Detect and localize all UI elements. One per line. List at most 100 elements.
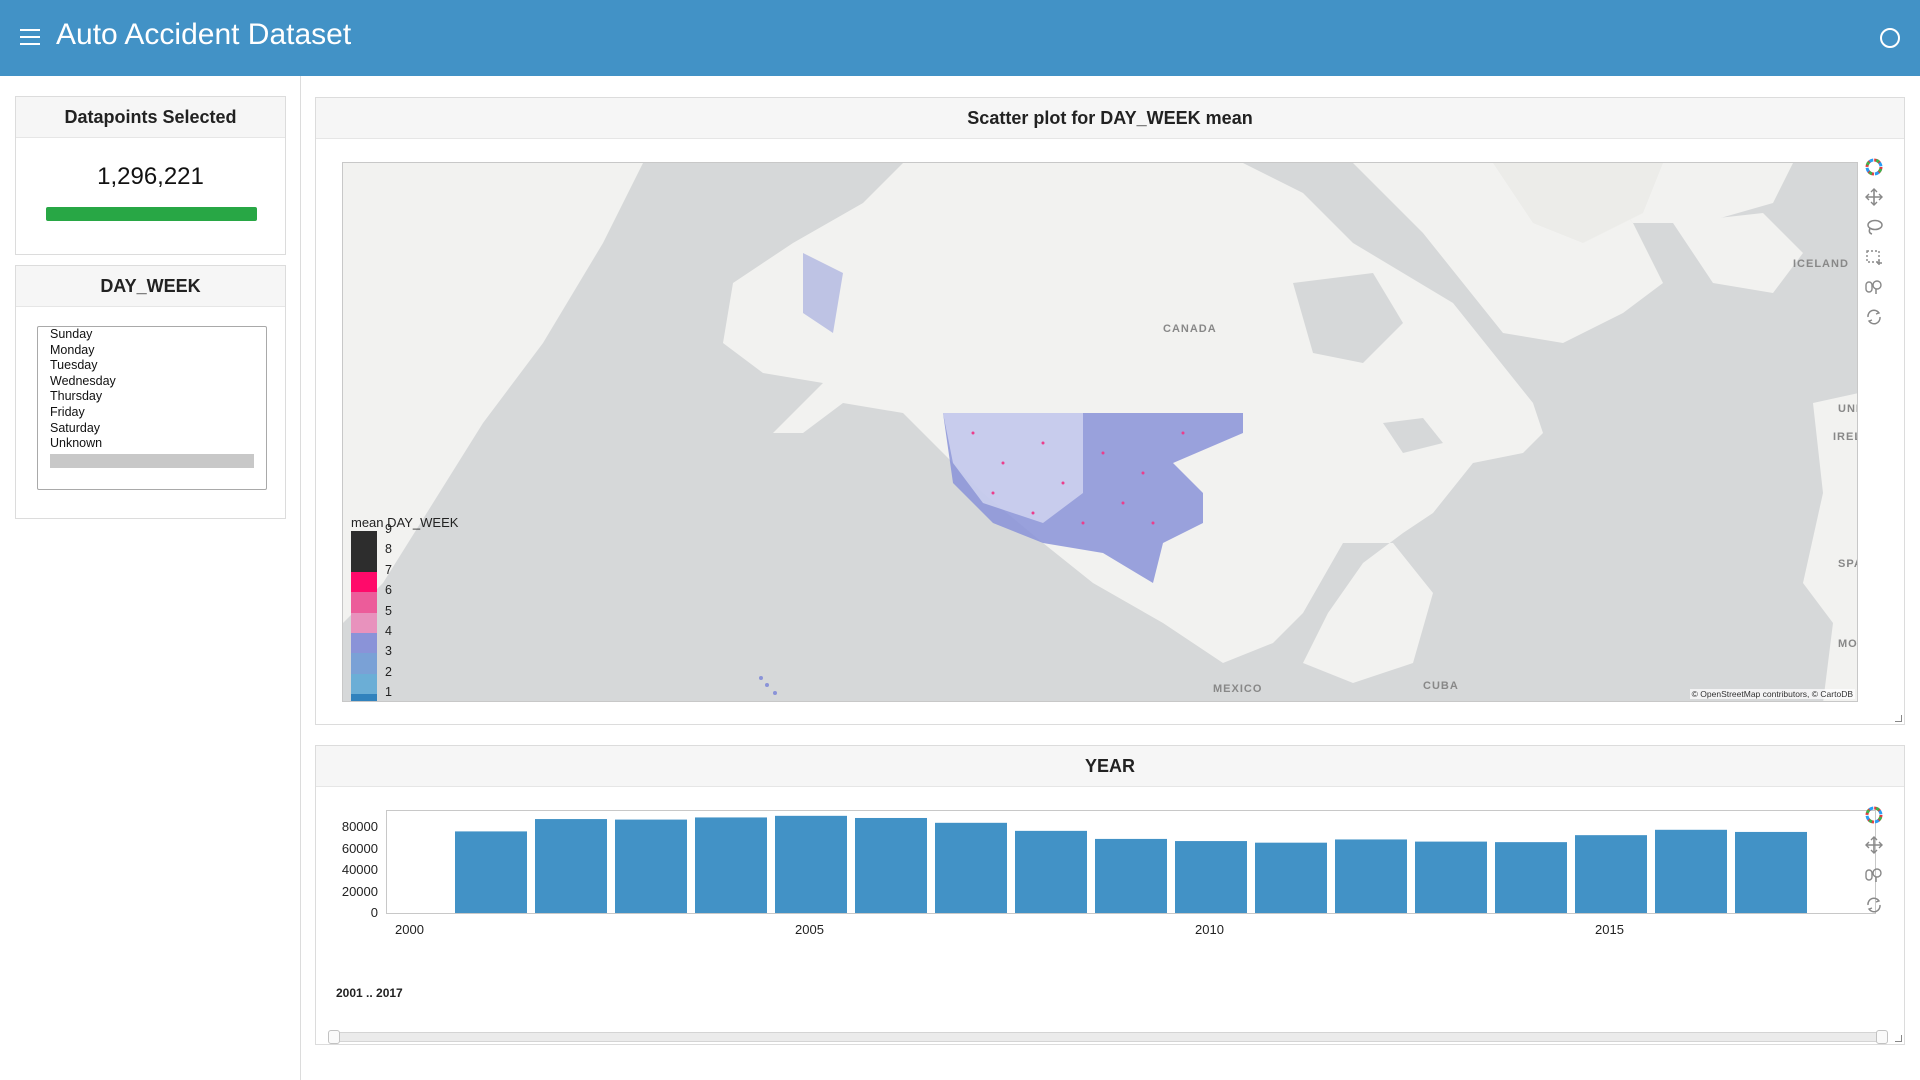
day-option-thursday[interactable]: Thursday bbox=[50, 389, 103, 404]
scatter-toolbar bbox=[1860, 152, 1888, 332]
day-week-multiselect[interactable]: Sunday Monday Tuesday Wednesday Thursday Frid… bbox=[37, 326, 267, 490]
hamburger-menu-icon[interactable] bbox=[20, 29, 40, 45]
bar-2013[interactable] bbox=[1415, 841, 1487, 913]
day-option-sunday[interactable]: Sunday bbox=[50, 327, 93, 341]
year-panel-title: YEAR bbox=[316, 746, 1904, 787]
map-place-label: UNITED KINGDOM bbox=[1838, 403, 1858, 415]
legend-swatch bbox=[351, 694, 377, 701]
day-week-card: DAY_WEEK Sunday Monday Tuesday Wednesday Thu… bbox=[15, 265, 286, 519]
x-tick-label: 2015 bbox=[1595, 922, 1624, 937]
map-place-label: IRELAND bbox=[1833, 431, 1857, 443]
year-toolbar bbox=[1860, 800, 1888, 920]
x-tick-label: 2010 bbox=[1195, 922, 1224, 937]
bar-2009[interactable] bbox=[1095, 838, 1167, 913]
color-legend: mean DAY_WEEK 9 8 7 6 5 4 3 2 1 bbox=[351, 515, 458, 701]
legend-swatch bbox=[351, 653, 377, 674]
datapoints-count: 1,296,221 bbox=[97, 163, 204, 190]
app-header: Auto Accident Dataset bbox=[0, 0, 1920, 76]
y-tick-label: 0 bbox=[370, 905, 378, 920]
bar-2010[interactable] bbox=[1175, 841, 1247, 913]
lasso-select-icon[interactable] bbox=[1860, 212, 1888, 242]
bar-2004[interactable] bbox=[695, 817, 767, 913]
x-tick-label: 2005 bbox=[795, 922, 824, 937]
y-tick-label: 20000 bbox=[341, 883, 378, 899]
year-bar-chart bbox=[455, 815, 1807, 913]
scatter-plot-title: Scatter plot for DAY_WEEK mean bbox=[316, 98, 1904, 139]
legend-swatch bbox=[351, 531, 377, 552]
day-option-unknown[interactable]: Unknown bbox=[50, 436, 103, 451]
legend-label: 3 bbox=[385, 644, 392, 659]
datapoints-selected-card: Datapoints Selected 1,296,221 bbox=[15, 96, 286, 255]
datapoints-selected-title: Datapoints Selected bbox=[16, 97, 285, 138]
day-week-title: DAY_WEEK bbox=[16, 266, 285, 307]
panel-resize-handle[interactable] bbox=[1895, 715, 1902, 722]
map-basemap bbox=[343, 163, 1857, 701]
wheel-zoom-icon[interactable] bbox=[1860, 272, 1888, 302]
legend-label: 8 bbox=[385, 542, 392, 557]
legend-label: 2 bbox=[385, 664, 392, 679]
y-tick-label: 40000 bbox=[341, 862, 378, 878]
legend-swatch bbox=[351, 633, 377, 654]
day-option-wednesday[interactable]: Wednesday bbox=[50, 373, 116, 388]
box-select-icon[interactable] bbox=[1860, 242, 1888, 272]
y-tick-label: 60000 bbox=[341, 840, 378, 856]
color-wheel-icon[interactable] bbox=[1860, 152, 1888, 182]
year-range-start-handle[interactable] bbox=[328, 1030, 340, 1044]
scatter-map-plot[interactable]: mean DAY_WEEK 9 8 7 6 5 4 3 2 1 © OpenStreetMap … bbox=[342, 162, 1858, 702]
day-option-saturday[interactable]: Saturday bbox=[50, 420, 101, 435]
panel-resize-handle[interactable] bbox=[1895, 1035, 1902, 1042]
legend-swatch bbox=[351, 571, 377, 593]
reset-icon[interactable] bbox=[1860, 302, 1888, 332]
legend-label: 7 bbox=[385, 562, 392, 577]
day-option-monday[interactable]: Monday bbox=[50, 342, 95, 357]
selection-progress-bar bbox=[46, 207, 257, 221]
map-place-label: SPAIN bbox=[1838, 558, 1857, 570]
bar-2001[interactable] bbox=[455, 831, 527, 913]
scatter-panel: Scatter plot for DAY_WEEK mean bbox=[315, 97, 1905, 725]
bar-2015[interactable] bbox=[1575, 835, 1647, 913]
legend-swatch bbox=[351, 673, 377, 695]
year-panel: YEAR 80000 60000 40000 20000 0 2000 2005 2010 2… bbox=[315, 745, 1905, 1045]
bar-2007[interactable] bbox=[935, 822, 1007, 913]
pan-icon[interactable] bbox=[1860, 830, 1888, 860]
bar-2017[interactable] bbox=[1735, 831, 1807, 913]
map-place-label: CUBA bbox=[1423, 680, 1459, 692]
legend-label: 9 bbox=[385, 522, 392, 536]
color-wheel-icon[interactable] bbox=[1860, 800, 1888, 830]
map-place-label: ICELAND bbox=[1793, 258, 1849, 270]
map-place-label: MEXICO bbox=[1213, 683, 1263, 695]
x-tick-label: 2000 bbox=[395, 922, 424, 937]
bar-2012[interactable] bbox=[1335, 839, 1407, 913]
busy-indicator-icon bbox=[1880, 28, 1900, 48]
year-range-slider[interactable] bbox=[334, 1032, 1882, 1042]
legend-title: mean DAY_WEEK bbox=[351, 515, 459, 530]
legend-swatch bbox=[351, 551, 377, 572]
bar-2002[interactable] bbox=[535, 819, 607, 913]
reset-icon[interactable] bbox=[1860, 890, 1888, 920]
year-range-end-handle[interactable] bbox=[1876, 1030, 1888, 1044]
bar-2014[interactable] bbox=[1495, 842, 1567, 913]
year-range-label: 2001 .. 2017 bbox=[336, 986, 403, 1000]
legend-label: 5 bbox=[385, 603, 392, 618]
bar-2005[interactable] bbox=[775, 815, 847, 913]
legend-swatch bbox=[351, 612, 377, 633]
sidebar: Datapoints Selected 1,296,221 DAY_WEEK S… bbox=[0, 76, 301, 1080]
legend-label: 1 bbox=[385, 685, 392, 700]
bar-2003[interactable] bbox=[615, 819, 687, 913]
wheel-zoom-icon[interactable] bbox=[1860, 860, 1888, 890]
bar-2008[interactable] bbox=[1015, 830, 1087, 913]
bar-2011[interactable] bbox=[1255, 842, 1327, 913]
listbox-empty-option[interactable] bbox=[50, 453, 254, 468]
day-option-friday[interactable]: Friday bbox=[50, 404, 85, 419]
pan-icon[interactable] bbox=[1860, 182, 1888, 212]
bar-2006[interactable] bbox=[855, 817, 927, 913]
map-attribution[interactable]: © OpenStreetMap contributors, © CartoDB bbox=[1689, 689, 1855, 699]
selection-progress-fill bbox=[46, 207, 257, 221]
year-bar-plot[interactable] bbox=[386, 810, 1876, 914]
bar-2016[interactable] bbox=[1655, 829, 1727, 913]
legend-swatch bbox=[351, 592, 377, 613]
map-place-label: CANADA bbox=[1163, 323, 1217, 335]
map-place-label: MOROCCO bbox=[1838, 638, 1858, 650]
y-tick-label: 80000 bbox=[341, 819, 378, 835]
day-option-tuesday[interactable]: Tuesday bbox=[50, 358, 98, 373]
